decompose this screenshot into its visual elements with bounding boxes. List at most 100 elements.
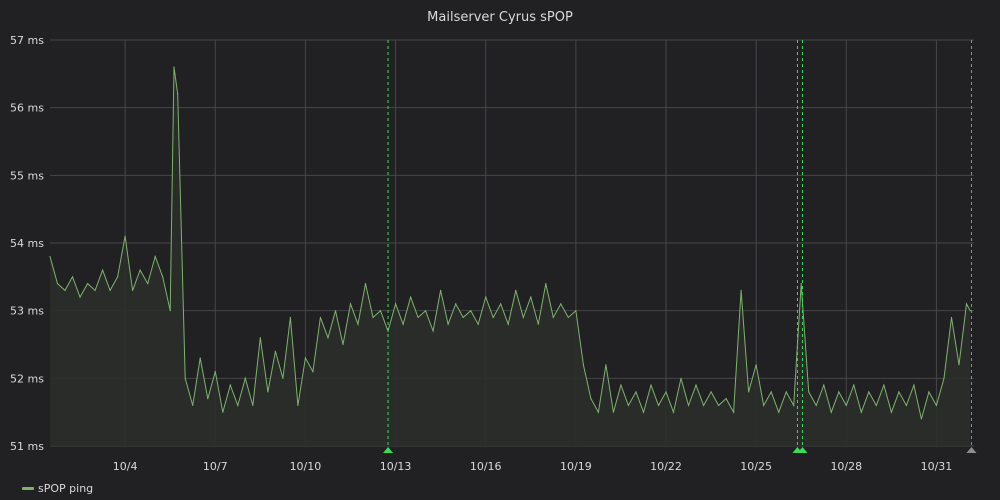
- data-point: [672, 411, 675, 413]
- data-point: [552, 316, 554, 319]
- data-point: [162, 276, 164, 278]
- data-point: [56, 283, 59, 285]
- data-point: [447, 323, 449, 325]
- data-point: [462, 316, 464, 319]
- series-fill-area: [50, 67, 971, 446]
- data-point: [965, 303, 968, 305]
- data-point: [913, 384, 915, 386]
- data-point: [101, 269, 104, 271]
- data-point: [830, 411, 832, 413]
- data-point: [244, 377, 246, 379]
- x-tick-label: 10/19: [560, 460, 592, 473]
- data-point: [492, 316, 494, 319]
- data-point: [642, 411, 645, 413]
- data-point: [500, 303, 502, 305]
- data-point: [898, 391, 900, 393]
- y-axis: 57 ms 56 ms 55 ms 54 ms 53 ms 52 ms 51 ms: [10, 34, 44, 453]
- data-point: [192, 404, 194, 406]
- data-point: [237, 404, 239, 406]
- x-tick-label: 10/16: [470, 460, 502, 473]
- data-point: [349, 303, 352, 305]
- data-point: [312, 370, 314, 373]
- data-point: [702, 404, 705, 406]
- data-point: [665, 391, 667, 393]
- series-line-group: [49, 66, 971, 420]
- data-point: [522, 316, 524, 319]
- data-point: [740, 289, 742, 291]
- data-point: [710, 391, 712, 393]
- data-point: [282, 377, 284, 379]
- data-point: [815, 404, 817, 406]
- data-point: [199, 357, 201, 359]
- x-axis: 10/4 10/7 10/10 10/13 10/16 10/19 10/22 10/25 10…: [113, 460, 953, 473]
- data-point: [379, 310, 382, 312]
- annotation-marker-icon: [383, 447, 394, 453]
- data-point: [507, 323, 509, 325]
- data-point: [222, 411, 224, 413]
- legend[interactable]: sPOP ping: [22, 482, 93, 495]
- data-point: [680, 377, 682, 379]
- data-point: [184, 377, 186, 379]
- data-point: [657, 404, 660, 406]
- data-point: [748, 391, 750, 393]
- data-point: [274, 350, 276, 352]
- data-point: [94, 289, 96, 291]
- legend-label[interactable]: sPOP ping: [38, 482, 94, 495]
- annotation-marker-icon: [966, 447, 977, 453]
- data-point: [808, 391, 810, 393]
- data-point: [695, 384, 697, 386]
- data-point: [154, 255, 156, 258]
- data-point: [928, 391, 930, 393]
- data-point: [117, 276, 119, 278]
- data-point: [575, 310, 577, 312]
- data-point: [71, 276, 74, 278]
- x-tick-label: 10/28: [830, 460, 862, 473]
- data-point: [590, 398, 592, 400]
- data-point: [785, 391, 787, 393]
- data-point: [297, 404, 299, 406]
- data-point: [883, 384, 885, 386]
- y-tick-label: 53 ms: [10, 305, 44, 318]
- data-point: [327, 337, 329, 339]
- data-point: [214, 370, 216, 373]
- data-point: [635, 391, 637, 393]
- data-point: [289, 316, 291, 319]
- data-point: [432, 330, 434, 332]
- y-tick-label: 52 ms: [10, 372, 44, 385]
- data-point: [627, 404, 630, 406]
- data-point: [545, 283, 547, 285]
- data-point: [793, 404, 795, 406]
- data-point: [440, 289, 442, 291]
- data-point: [612, 411, 615, 413]
- legend-swatch-icon: [22, 487, 34, 490]
- data-point: [763, 404, 765, 406]
- data-point: [605, 364, 607, 366]
- data-point: [169, 310, 171, 312]
- x-tick-label: 10/10: [290, 460, 322, 473]
- annotations: [383, 40, 977, 453]
- data-point: [132, 289, 134, 291]
- data-point: [725, 398, 727, 400]
- data-point: [49, 255, 51, 258]
- y-tick-label: 51 ms: [10, 440, 44, 453]
- data-point: [207, 398, 209, 400]
- data-point: [477, 323, 479, 325]
- data-point: [969, 310, 971, 312]
- data-point: [620, 384, 622, 386]
- data-point: [905, 404, 907, 406]
- data-point: [823, 384, 825, 386]
- chart-title: Mailserver Cyrus sPOP: [427, 10, 573, 25]
- data-point: [259, 337, 261, 339]
- x-tick-label: 10/31: [921, 460, 953, 473]
- data-point: [733, 411, 735, 413]
- data-point: [342, 343, 344, 346]
- data-point: [650, 384, 652, 386]
- data-point: [800, 283, 802, 285]
- data-point: [597, 411, 599, 413]
- data-point: [778, 411, 780, 413]
- x-tick-label: 10/22: [650, 460, 682, 473]
- x-tick-label: 10/25: [740, 460, 772, 473]
- data-point: [364, 283, 367, 285]
- data-point: [372, 316, 374, 319]
